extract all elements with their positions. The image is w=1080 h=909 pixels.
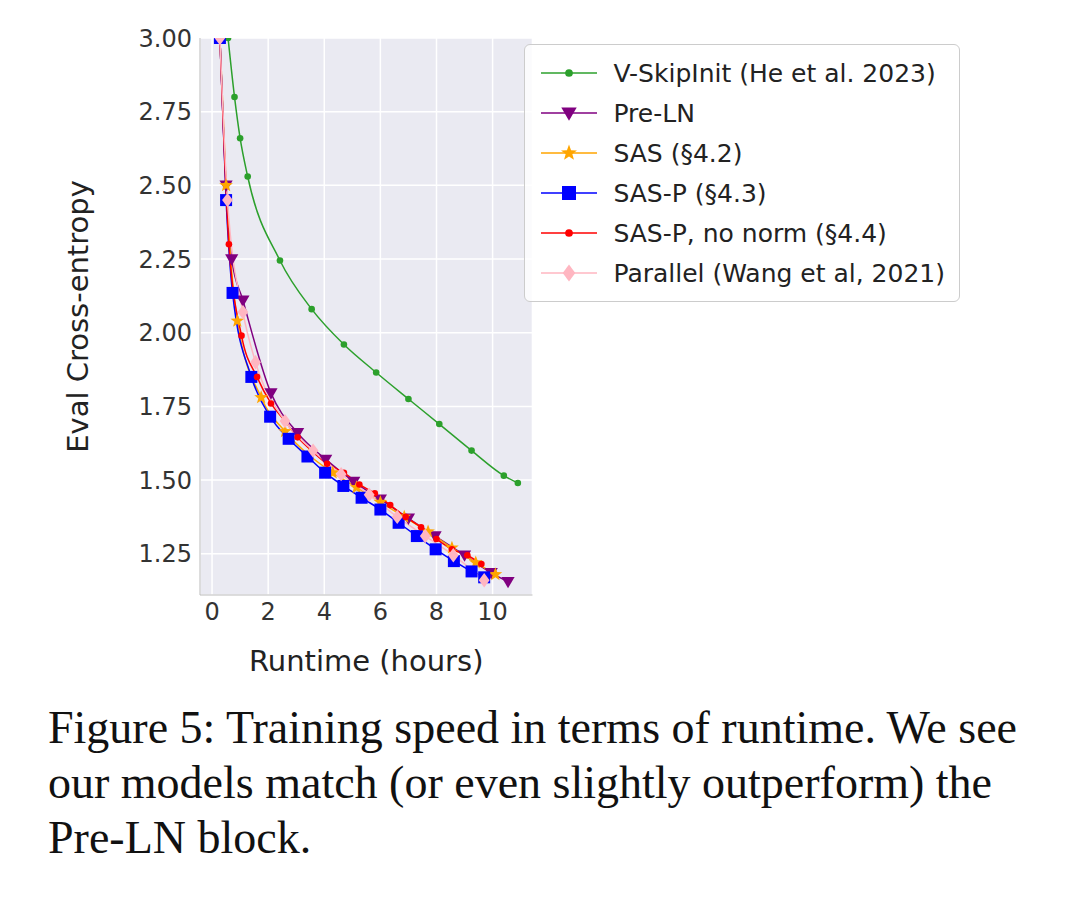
html-text:SAS-P (§4.3): SAS-P (§4.3) (613, 178, 767, 208)
svg-text:2.25: 2.25 (139, 246, 192, 274)
svg-text:1.25: 1.25 (139, 540, 192, 568)
svg-text:4: 4 (317, 598, 332, 626)
svg-text:3.00: 3.00 (139, 25, 192, 53)
svg-text:1.75: 1.75 (139, 393, 192, 421)
svg-text:2.75: 2.75 (139, 98, 192, 126)
svg-text:2.00: 2.00 (139, 319, 192, 347)
html-text:Figure 5: Training speed in te: Figure 5: Training speed in terms of run… (48, 702, 1017, 864)
svg-text:0: 0 (204, 598, 219, 626)
html-text:SAS-P, no norm (§4.4): SAS-P, no norm (§4.4) (613, 218, 887, 248)
html-text:SAS (§4.2): SAS (§4.2) (613, 138, 743, 168)
html-text:V-SkipInit (He et al. 2023): V-SkipInit (He et al. 2023) (613, 58, 936, 88)
svg-text:2.50: 2.50 (139, 172, 192, 200)
svg-text:Eval Cross-entropy: Eval Cross-entropy (61, 180, 95, 453)
svg-text:Runtime (hours): Runtime (hours) (249, 644, 484, 678)
svg-text:6: 6 (373, 598, 388, 626)
svg-text:1.50: 1.50 (139, 467, 192, 495)
html-text:Parallel (Wang et al, 2021): Parallel (Wang et al, 2021) (613, 258, 945, 288)
html-text:Pre-LN: Pre-LN (613, 98, 695, 128)
svg-text:8: 8 (429, 598, 444, 626)
svg-text:2: 2 (261, 598, 276, 626)
svg-text:10: 10 (477, 598, 508, 626)
